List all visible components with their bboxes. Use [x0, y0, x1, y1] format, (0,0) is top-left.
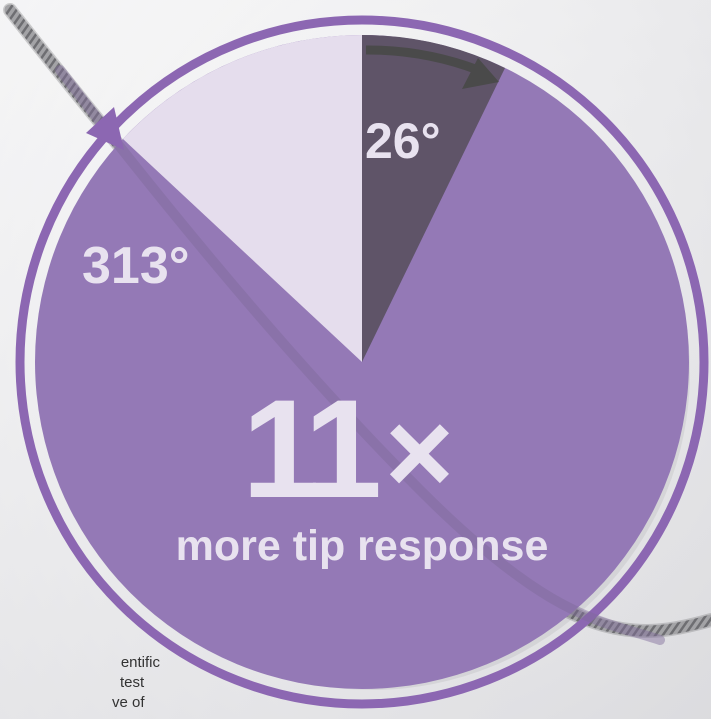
large-angle-arrowhead — [86, 107, 124, 150]
small-angle-arrowhead — [462, 58, 499, 89]
outer-ring — [15, 15, 709, 709]
guidewire-cable-overlay — [55, 65, 665, 645]
small-angle-arc — [365, 45, 480, 75]
multiplier-number: 11 — [242, 370, 378, 527]
comparison-wedge — [123, 35, 362, 362]
small-angle-wedge — [362, 35, 505, 362]
large-angle-label: 313° — [82, 237, 190, 295]
tip-response-tagline: more tip response — [176, 522, 549, 570]
multiplier-sign: × — [385, 387, 454, 519]
footnote-fragment: entific test ve of — [0, 653, 160, 713]
footnote-line: entific — [120, 654, 160, 671]
small-angle-label: 26° — [365, 113, 441, 169]
footnote-line: ve of — [112, 694, 145, 711]
footnote-line: test — [120, 674, 145, 691]
